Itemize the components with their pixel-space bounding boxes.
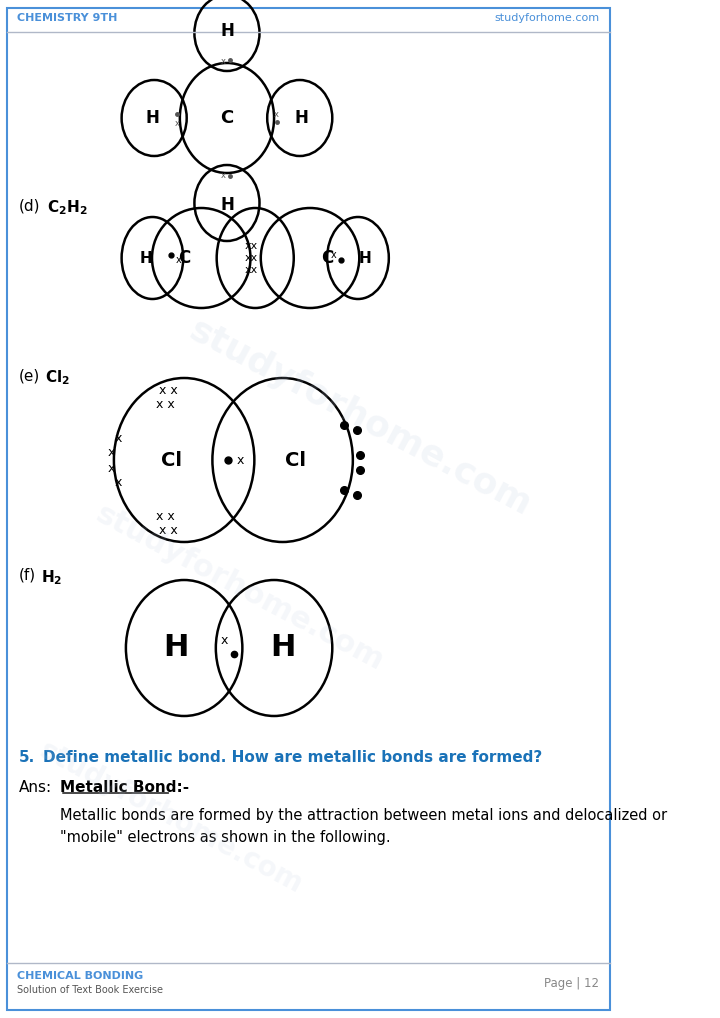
Text: x: x (108, 446, 115, 458)
Text: $\mathbf{C_2H_2}$: $\mathbf{C_2H_2}$ (47, 197, 88, 217)
Text: x x: x x (156, 397, 175, 410)
Text: Cl: Cl (161, 451, 181, 469)
Text: H: H (220, 22, 234, 40)
Text: x: x (175, 118, 180, 127)
Text: C: C (178, 249, 190, 267)
Text: Ans:: Ans: (19, 780, 52, 795)
Text: "mobile" electrons as shown in the following.: "mobile" electrons as shown in the follo… (60, 830, 390, 845)
Text: studyforhome.com: studyforhome.com (495, 13, 600, 23)
Text: CHEMICAL BONDING: CHEMICAL BONDING (17, 971, 143, 981)
Text: x x: x x (156, 509, 175, 522)
Text: 5.: 5. (19, 750, 35, 765)
Text: $\mathbf{H_2}$: $\mathbf{H_2}$ (41, 568, 63, 586)
Text: studyforhome.com: studyforhome.com (183, 314, 536, 523)
Text: x x: x x (159, 523, 178, 536)
Text: xx: xx (246, 241, 258, 251)
Text: x: x (114, 475, 122, 489)
Text: Metallic bonds are formed by the attraction between metal ions and delocalized o: Metallic bonds are formed by the attract… (60, 808, 667, 823)
Text: Solution of Text Book Exercise: Solution of Text Book Exercise (17, 985, 163, 995)
Text: x: x (331, 250, 337, 260)
Text: studyforhome.com: studyforhome.com (91, 500, 389, 677)
Text: H: H (359, 250, 372, 266)
Text: (d): (d) (19, 197, 40, 213)
Text: x: x (114, 432, 122, 445)
Text: Page | 12: Page | 12 (544, 976, 600, 989)
Text: H: H (294, 109, 308, 127)
Text: H: H (220, 196, 234, 214)
Text: x: x (221, 634, 228, 647)
Text: Define metallic bond. How are metallic bonds are formed?: Define metallic bond. How are metallic b… (42, 750, 542, 765)
Text: CHEMISTRY 9TH: CHEMISTRY 9TH (17, 13, 117, 23)
Text: x x: x x (159, 384, 178, 396)
Text: x: x (221, 57, 226, 65)
Text: C: C (321, 249, 333, 267)
Text: x: x (108, 461, 115, 474)
Text: H: H (145, 109, 159, 127)
Text: x: x (237, 453, 244, 466)
Text: C: C (220, 109, 233, 127)
Text: (e): (e) (19, 367, 40, 383)
Text: $\mathbf{Cl_2}$: $\mathbf{Cl_2}$ (45, 367, 70, 387)
Text: studyforhome.com: studyforhome.com (35, 737, 307, 900)
Text: xx: xx (246, 253, 258, 263)
Text: xx: xx (246, 265, 258, 275)
Text: Metallic Bond:-: Metallic Bond:- (60, 780, 189, 795)
Text: x: x (274, 110, 278, 118)
Text: H: H (163, 633, 188, 663)
Text: (f): (f) (19, 568, 36, 583)
Text: x: x (175, 254, 181, 265)
Text: Cl: Cl (285, 451, 306, 469)
Text: H: H (139, 250, 152, 266)
Text: x: x (221, 170, 226, 179)
Text: H: H (270, 633, 295, 663)
